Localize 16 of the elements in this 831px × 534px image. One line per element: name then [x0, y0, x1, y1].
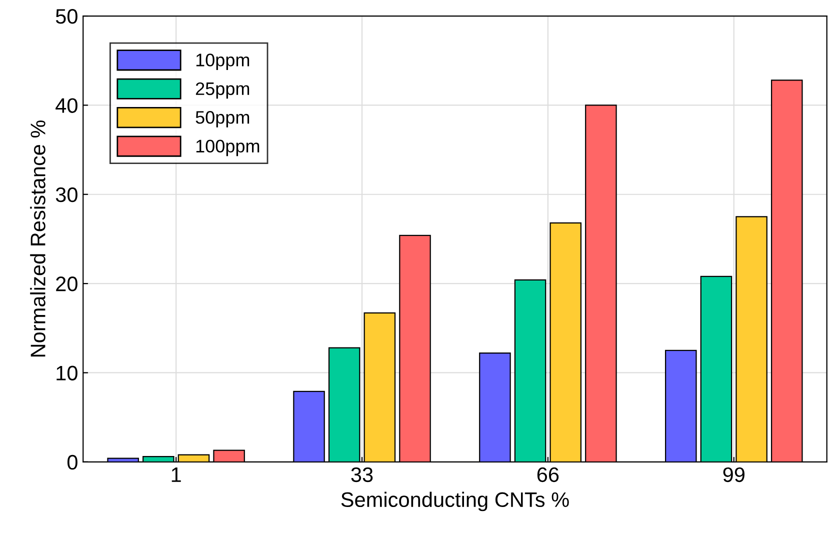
- x-tick-label: 1: [172, 468, 181, 482]
- x-axis-title: Semiconducting CNTs %: [341, 492, 569, 512]
- y-axis-title: Normalized Resistance %: [30, 120, 46, 357]
- x-tick-label: 33: [351, 467, 373, 482]
- y-tick-label: 20: [56, 276, 78, 292]
- y-tick-label: 50: [56, 9, 78, 24]
- legend-label: 10ppm: [196, 54, 250, 70]
- legend-label: 50ppm: [196, 111, 250, 128]
- y-tick-label: 10: [56, 366, 78, 380]
- y-tick-label: 30: [56, 187, 78, 202]
- y-tick-label: 0: [67, 454, 78, 470]
- y-tick-label: 40: [56, 98, 78, 113]
- legend-label: 25ppm: [196, 82, 250, 99]
- legend-label: 100ppm: [196, 140, 260, 156]
- x-tick-label: 66: [537, 467, 559, 482]
- x-tick-label: 99: [723, 467, 744, 482]
